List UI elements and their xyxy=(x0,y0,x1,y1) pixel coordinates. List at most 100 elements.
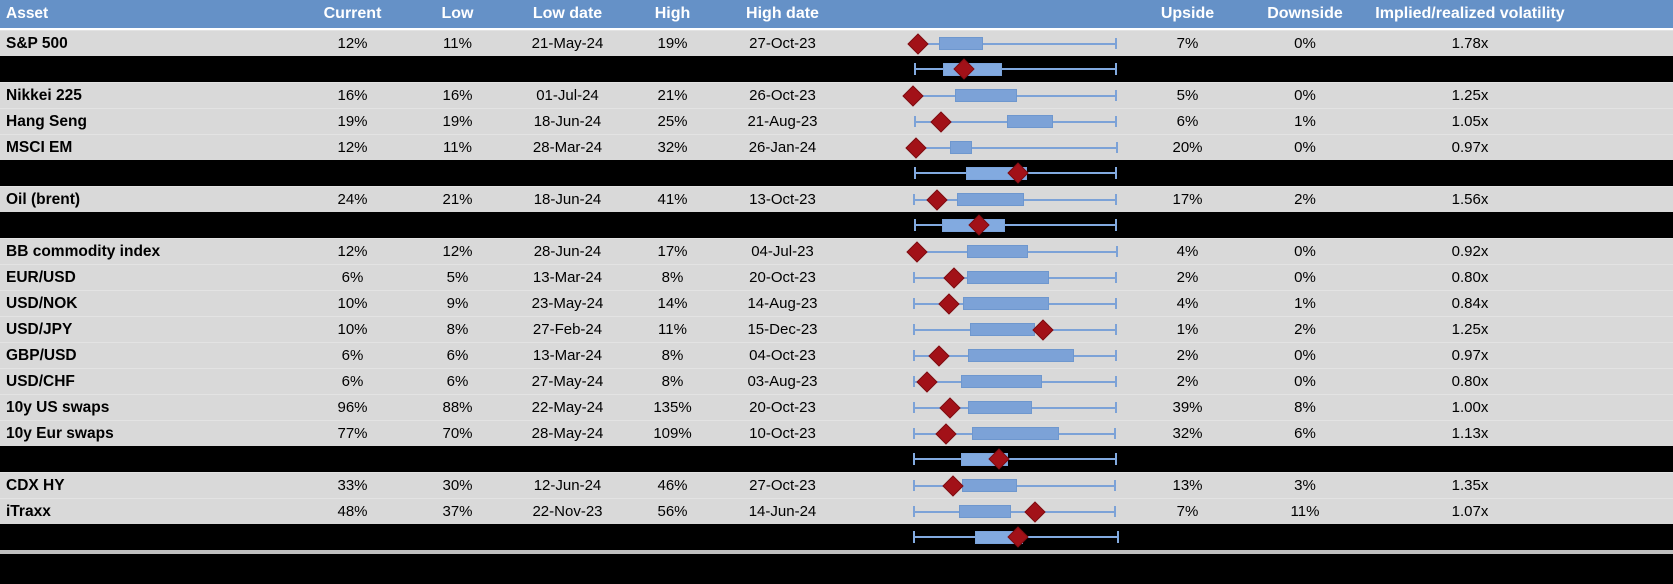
implied-realized-value: 0.84x xyxy=(1451,295,1489,312)
high-value: 8% xyxy=(661,347,684,364)
row-spacer xyxy=(1580,499,1673,524)
whisker-line xyxy=(913,68,1117,70)
low-date: 01-Jul-24 xyxy=(536,87,599,104)
downside-value: 0% xyxy=(1294,243,1316,260)
range-box xyxy=(967,271,1050,284)
row-spacer xyxy=(1580,160,1673,186)
implied-realized-value: 0.80x xyxy=(1451,269,1489,286)
low-value xyxy=(405,160,510,186)
implied-realized-value: 1.13x xyxy=(1451,425,1489,442)
downside-value: 8% xyxy=(1294,399,1316,416)
high-value: 109% xyxy=(653,425,692,442)
upside-value: 5% xyxy=(1176,87,1199,104)
high-value: 11% xyxy=(658,321,687,338)
low-date xyxy=(510,160,625,186)
asset-row: 10y Eur swaps 77% 70% 28-May-24 109% 10-Oct-2… xyxy=(0,420,1673,446)
range-box xyxy=(962,479,1017,492)
asset-name: 10y US swaps xyxy=(6,398,110,416)
high-date: 10-Oct-23 xyxy=(749,425,816,442)
whisker-cap-left xyxy=(913,219,916,231)
upside-value: 6% xyxy=(1176,113,1199,130)
range-box xyxy=(960,375,1043,388)
whisker-line xyxy=(916,146,1118,149)
asset-row: S&P 500 12% 11% 21-May-24 19% 27-Oct-23 7% 0% 1.… xyxy=(0,30,1673,56)
high-date xyxy=(720,160,845,186)
downside-value: 0% xyxy=(1294,373,1316,390)
asset-row: USD/CHF 6% 6% 27-May-24 8% 03-Aug-23 2% 0% 0.80x xyxy=(0,368,1673,394)
footer-divider-line xyxy=(0,550,1673,554)
upside-value: 1% xyxy=(1176,321,1199,338)
low-value: 5% xyxy=(446,269,469,286)
header-asset: Asset xyxy=(6,5,49,22)
whisker-cap-right xyxy=(1116,246,1118,257)
low-date: 28-May-24 xyxy=(531,425,604,442)
row-spacer xyxy=(1580,395,1673,420)
downside-value: 2% xyxy=(1294,191,1316,208)
asset-row: MSCI EM 12% 11% 28-Mar-24 32% 26-Jan-24 20% 0% 0… xyxy=(0,134,1673,160)
current-marker-diamond xyxy=(939,396,961,419)
group-summary-row xyxy=(0,56,1673,82)
row-spacer xyxy=(1580,421,1673,446)
implied-realized-value: 0.92x xyxy=(1451,243,1489,260)
row-spacer xyxy=(1580,317,1673,342)
row-spacer xyxy=(1580,135,1673,160)
downside-value: 0% xyxy=(1294,87,1316,104)
current-value: 12% xyxy=(337,35,368,52)
current-marker-diamond xyxy=(1032,318,1054,341)
implied-realized-value: 1.56x xyxy=(1451,191,1489,208)
whisker-cap-right xyxy=(1114,90,1117,101)
low-date xyxy=(510,524,625,550)
low-date: 22-May-24 xyxy=(531,399,604,416)
implied-realized-value xyxy=(1360,160,1580,186)
range-boxplot xyxy=(845,187,1125,212)
asset-row: USD/NOK 10% 9% 23-May-24 14% 14-Aug-23 4% 1% 0.8… xyxy=(0,290,1673,316)
row-spacer xyxy=(1580,212,1673,238)
low-date: 28-Mar-24 xyxy=(532,139,603,156)
low-value: 12% xyxy=(442,243,473,260)
high-date xyxy=(720,56,845,82)
low-value: 88% xyxy=(442,399,473,416)
current-marker-diamond xyxy=(942,474,964,497)
implied-realized-value: 0.80x xyxy=(1451,373,1489,390)
low-value xyxy=(405,524,510,550)
upside-value: 20% xyxy=(1172,139,1203,156)
header-row: Asset Current Low Low date High High dat… xyxy=(0,0,1673,30)
asset-row: Nikkei 225 16% 16% 01-Jul-24 21% 26-Oct-23 5% 0… xyxy=(0,82,1673,108)
range-box xyxy=(962,297,1050,310)
high-value xyxy=(625,446,720,472)
asset-row: CDX HY 33% 30% 12-Jun-24 46% 27-Oct-23 13% 3% 1.… xyxy=(0,472,1673,498)
range-box xyxy=(969,323,1036,336)
upside-value: 39% xyxy=(1172,399,1203,416)
low-value: 11% xyxy=(443,35,472,52)
asset-row: iTraxx 48% 37% 22-Nov-23 56% 14-Jun-24 7% 11% 1.… xyxy=(0,498,1673,524)
range-box xyxy=(972,427,1059,440)
implied-realized-value: 1.35x xyxy=(1451,477,1489,494)
low-value xyxy=(405,446,510,472)
asset-name xyxy=(0,56,300,82)
header-spacer xyxy=(1580,0,1673,28)
high-date: 15-Dec-23 xyxy=(747,321,818,338)
high-date: 13-Oct-23 xyxy=(749,191,816,208)
range-boxplot xyxy=(845,524,1125,550)
low-date: 13-Mar-24 xyxy=(532,269,603,286)
high-value: 25% xyxy=(657,113,688,130)
current-value: 10% xyxy=(337,321,368,338)
high-value: 32% xyxy=(657,139,688,156)
range-boxplot xyxy=(845,56,1125,82)
header-high: High xyxy=(654,5,691,22)
high-value: 41% xyxy=(657,191,688,208)
upside-value xyxy=(1125,446,1250,472)
low-date: 22-Nov-23 xyxy=(532,503,603,520)
downside-value: 0% xyxy=(1294,269,1316,286)
implied-realized-value xyxy=(1360,446,1580,472)
row-spacer xyxy=(1580,343,1673,368)
row-spacer xyxy=(1580,56,1673,82)
row-spacer xyxy=(1580,473,1673,498)
high-date: 21-Aug-23 xyxy=(747,113,818,130)
header-range-plot-spacer xyxy=(845,0,1125,28)
row-spacer xyxy=(1580,83,1673,108)
current-value: 12% xyxy=(337,139,368,156)
low-value: 21% xyxy=(442,191,473,208)
current-value: 48% xyxy=(337,503,368,520)
implied-realized-value: 1.05x xyxy=(1451,113,1489,130)
